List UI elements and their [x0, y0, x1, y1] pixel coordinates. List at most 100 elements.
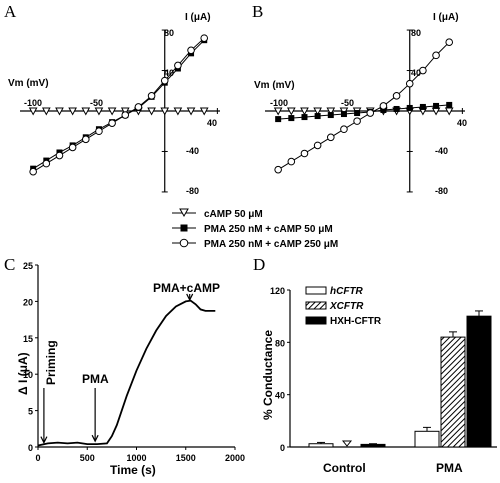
- data-point-circle: [147, 92, 156, 100]
- data-point-square: [419, 103, 426, 110]
- data-point-circle: [353, 117, 361, 125]
- triangle-down-open-icon: [179, 208, 189, 218]
- data-point-triangle: [160, 107, 170, 116]
- y-tick-label: 25: [23, 261, 33, 271]
- panel-a-ytick-40: 40: [164, 68, 174, 78]
- annotation-pma: PMA: [82, 372, 109, 386]
- panel-b-ytick-m40: -40: [435, 146, 448, 156]
- data-point-triangle: [107, 107, 117, 116]
- x-tick-label: 2000: [225, 453, 245, 463]
- legend-swatch-hatched: [305, 301, 327, 310]
- panel-b-letter: B: [252, 2, 263, 21]
- series-line: [37, 299, 216, 447]
- bar: [308, 443, 334, 448]
- data-point-circle: [160, 76, 169, 85]
- data-point-triangle: [199, 107, 209, 116]
- panel-a-xtick-100: -100: [24, 98, 42, 108]
- data-point-triangle: [273, 107, 283, 116]
- x-tick-label: 500: [80, 453, 95, 463]
- legend-label: cAMP 50 μM: [204, 209, 263, 220]
- legend-label: XCFTR: [329, 301, 364, 312]
- y-tick-label: 0: [28, 443, 33, 453]
- data-point-circle: [42, 159, 51, 168]
- data-point-circle: [326, 133, 335, 142]
- annotation-priming: Priming: [44, 340, 58, 385]
- y-tick-label: 0: [280, 443, 285, 453]
- data-point-circle: [134, 103, 143, 111]
- data-point-square: [340, 111, 347, 118]
- data-point-square: [275, 116, 282, 123]
- panel-a-letter: A: [4, 2, 17, 21]
- data-point-circle: [68, 143, 77, 152]
- legend-swatch-black: [305, 316, 327, 325]
- data-point-square: [314, 113, 321, 120]
- data-point-square: [393, 105, 400, 112]
- arrow-pma-head: [91, 434, 99, 443]
- legend-swatch-white: [305, 286, 327, 295]
- data-point-triangle: [286, 107, 296, 116]
- data-point-triangle: [186, 107, 196, 116]
- data-point-triangle: [173, 107, 183, 116]
- legend-item: PMA 250 nM + cAMP 50 μM: [172, 224, 333, 235]
- panel-b-xtick-100: -100: [270, 98, 288, 108]
- data-point-circle: [300, 149, 309, 158]
- y-tick-label: 5: [28, 407, 33, 417]
- legend-label: HXH-CFTR: [330, 316, 382, 327]
- data-point-triangle: [28, 107, 38, 116]
- panel-c-ylabel: Δ I (μA): [16, 352, 30, 395]
- annotation-pma-camp: PMA+cAMP: [153, 281, 220, 295]
- data-point-square: [354, 110, 361, 117]
- data-point-circle: [187, 46, 195, 55]
- data-point-triangle: [147, 107, 156, 116]
- data-point-square: [301, 114, 308, 121]
- legend-d: hCFTR XCFTR HXH-CFTR: [305, 286, 382, 327]
- data-point-circle: [287, 157, 296, 166]
- square-filled-icon: [180, 224, 188, 232]
- bar: [440, 336, 466, 448]
- data-point-circle: [379, 102, 388, 110]
- data-point-circle: [419, 66, 427, 75]
- y-tick-label: 10: [23, 370, 33, 380]
- panel-a-plot: [20, 29, 220, 193]
- x-tick-label: 1000: [126, 453, 146, 463]
- data-point-triangle: [68, 107, 77, 116]
- x-tick-label: 1500: [176, 453, 196, 463]
- arrow-pma-camp-head: [186, 293, 194, 302]
- data-point-circle: [445, 38, 454, 47]
- legend-label: PMA 250 nM + cAMP 50 μM: [204, 224, 333, 235]
- legend-label: hCFTR: [330, 286, 364, 297]
- y-tick-label: 80: [275, 338, 285, 348]
- panel-a-xtick-50: -50: [90, 98, 103, 108]
- data-point-triangle: [313, 107, 322, 116]
- data-point-square: [380, 106, 387, 113]
- legend-label: PMA 250 nM + cAMP 250 μM: [204, 239, 338, 250]
- bar: [466, 315, 492, 448]
- data-point-square: [433, 102, 440, 109]
- x-tick-label: 0: [35, 453, 40, 463]
- arrow-priming-head: [40, 436, 48, 444]
- data-point-circle: [95, 127, 103, 136]
- series-line: [32, 39, 205, 170]
- category-label: PMA: [436, 461, 463, 475]
- data-point-triangle: [94, 107, 104, 116]
- y-tick-label: 40: [275, 391, 285, 401]
- panel-d-letter: D: [253, 255, 265, 274]
- data-point-circle: [405, 79, 414, 88]
- panel-b-ytick-80: 80: [411, 28, 421, 38]
- data-point-circle: [81, 135, 90, 144]
- panel-c: C 0 5 10 15 20 25 0 500 1000 1500 2000 Δ I (μA) Ti…: [4, 255, 245, 477]
- data-point-square: [446, 101, 453, 108]
- legend-item: cAMP 50 μM: [172, 208, 263, 220]
- panel-b-xtick-40: 40: [457, 118, 467, 128]
- data-point-circle: [340, 125, 348, 134]
- data-point-square: [406, 104, 413, 111]
- panel-a-ytick-m80: -80: [186, 186, 199, 196]
- data-point-triangle: [326, 107, 336, 116]
- data-point-circle: [121, 111, 130, 119]
- panel-a-ytick-80: 80: [164, 28, 174, 38]
- panel-a-xtick-40: 40: [207, 118, 217, 128]
- panel-b: B Vm (mV) I (μA) -100 -50 40 80 40 -40 -…: [252, 2, 467, 196]
- panel-b-plot: [265, 29, 465, 193]
- legend: cAMP 50 μM PMA 250 nM + cAMP 50 μM PMA 2…: [172, 208, 338, 250]
- panel-c-letter: C: [4, 255, 15, 274]
